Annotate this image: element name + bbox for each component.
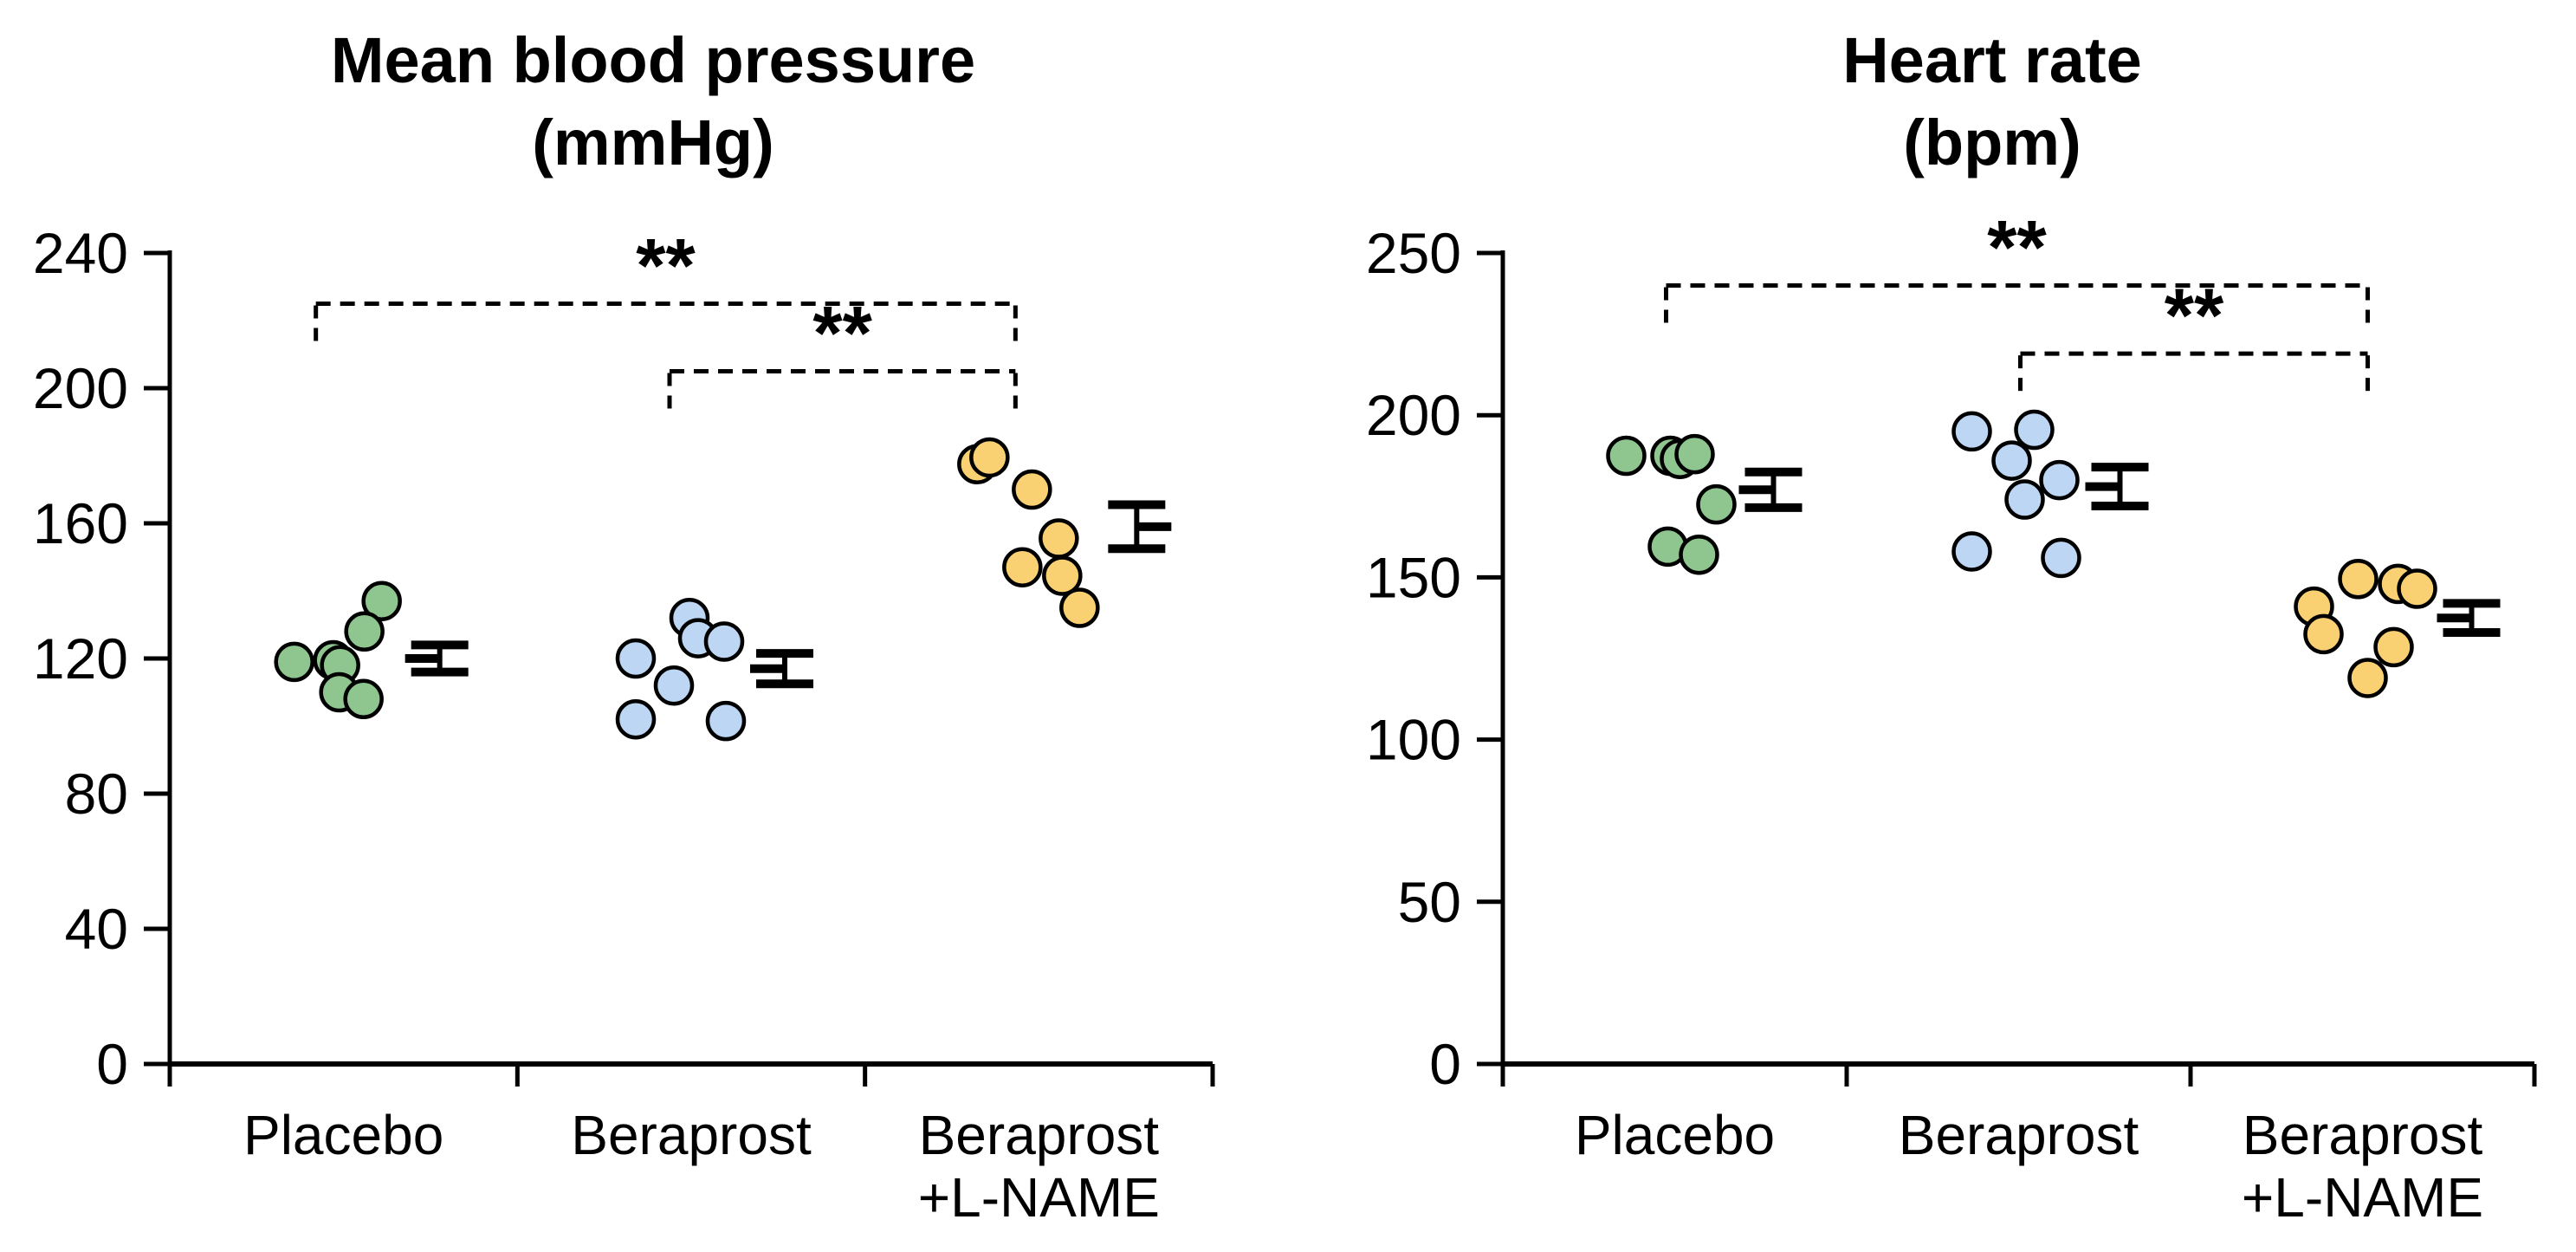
- sig-bracket: [2018, 351, 2370, 392]
- data-point: [344, 611, 385, 652]
- data-point: [1059, 587, 1100, 628]
- y-tick-label: 200: [33, 356, 128, 420]
- error-bar: [2437, 599, 2501, 638]
- group-placebo: [274, 581, 402, 720]
- data-point: [2373, 626, 2414, 668]
- chart-heart-rate: Heart rate (bpm) 0 50 100 150 200 250 Placebo B…: [1366, 24, 2537, 1229]
- error-bar: [1108, 500, 1172, 554]
- sig-bracket: [1664, 282, 2370, 324]
- y-tick-label: 250: [1366, 221, 1461, 285]
- y-tick-label: 40: [65, 897, 128, 961]
- data-point: [2004, 479, 2045, 520]
- sig-label: **: [636, 223, 696, 308]
- category-label: Beraprost: [919, 1104, 1160, 1166]
- y-tick-label: 80: [65, 762, 128, 826]
- sig-label: **: [1987, 204, 2047, 289]
- data-point: [2039, 459, 2080, 501]
- data-point: [1002, 547, 1043, 587]
- y-tick-label: 100: [1366, 708, 1461, 772]
- data-point: [2338, 559, 2379, 600]
- data-point: [1042, 555, 1083, 596]
- data-point: [1951, 411, 1992, 452]
- y-tick-label: 150: [1366, 545, 1461, 609]
- group-beraprost: [1951, 409, 2081, 579]
- chart-title-line1: Heart rate: [1842, 24, 2142, 96]
- data-point: [615, 698, 657, 740]
- data-point: [343, 678, 384, 720]
- y-tick-label: 160: [33, 491, 128, 555]
- error-bar: [750, 649, 813, 689]
- data-point: [2303, 613, 2344, 655]
- category-label: Beraprost: [2243, 1104, 2483, 1166]
- sig-bracket: [667, 369, 1018, 410]
- data-point: [2397, 568, 2437, 609]
- y-tick-label: 50: [1398, 870, 1461, 934]
- category-label: Placebo: [243, 1104, 443, 1166]
- data-point: [2014, 409, 2055, 451]
- data-point: [1012, 469, 1052, 510]
- data-point: [1679, 534, 1719, 575]
- group-beraprost-+l-name: [957, 437, 1100, 628]
- chart-title-line2: (bpm): [1903, 107, 2081, 178]
- category-label: +L-NAME: [918, 1166, 1160, 1229]
- y-tick-label: 240: [33, 221, 128, 285]
- sig-label: **: [812, 290, 872, 376]
- chart-title-line1: Mean blood pressure: [331, 24, 975, 96]
- data-point: [1039, 518, 1079, 559]
- group-beraprost-+l-name: [2294, 559, 2437, 698]
- chart-mean-blood-pressure: Mean blood pressure (mmHg) 0 40 80 120 160 20…: [33, 24, 1215, 1229]
- data-point: [653, 665, 695, 706]
- sig-label: **: [2165, 272, 2224, 358]
- data-point: [969, 437, 1010, 478]
- y-tick-label: 200: [1366, 383, 1461, 447]
- data-point: [705, 700, 747, 742]
- data-point: [1674, 433, 1715, 475]
- sig-bracket: [314, 302, 1018, 342]
- y-tick-label: 0: [96, 1032, 128, 1096]
- chart-title-line2: (mmHg): [532, 107, 774, 178]
- data-point: [2347, 658, 2388, 698]
- category-label: +L-NAME: [2242, 1166, 2483, 1229]
- data-point: [1951, 531, 1992, 572]
- error-bar: [1738, 467, 1803, 512]
- data-point: [703, 621, 745, 662]
- category-label: Placebo: [1575, 1104, 1775, 1166]
- group-beraprost: [615, 597, 747, 742]
- category-label: Beraprost: [571, 1104, 812, 1166]
- data-point: [1991, 440, 2032, 481]
- group-placebo: [1606, 433, 1737, 575]
- category-label: Beraprost: [1899, 1104, 2139, 1166]
- y-tick-label: 0: [1429, 1032, 1461, 1096]
- data-point: [1696, 483, 1737, 525]
- data-point: [1606, 435, 1647, 477]
- y-tick-label: 120: [33, 626, 128, 691]
- data-point: [274, 641, 314, 683]
- error-bar: [2085, 463, 2149, 511]
- data-point: [361, 581, 402, 621]
- error-bar: [405, 640, 469, 677]
- data-point: [615, 638, 657, 679]
- data-point: [2041, 537, 2081, 579]
